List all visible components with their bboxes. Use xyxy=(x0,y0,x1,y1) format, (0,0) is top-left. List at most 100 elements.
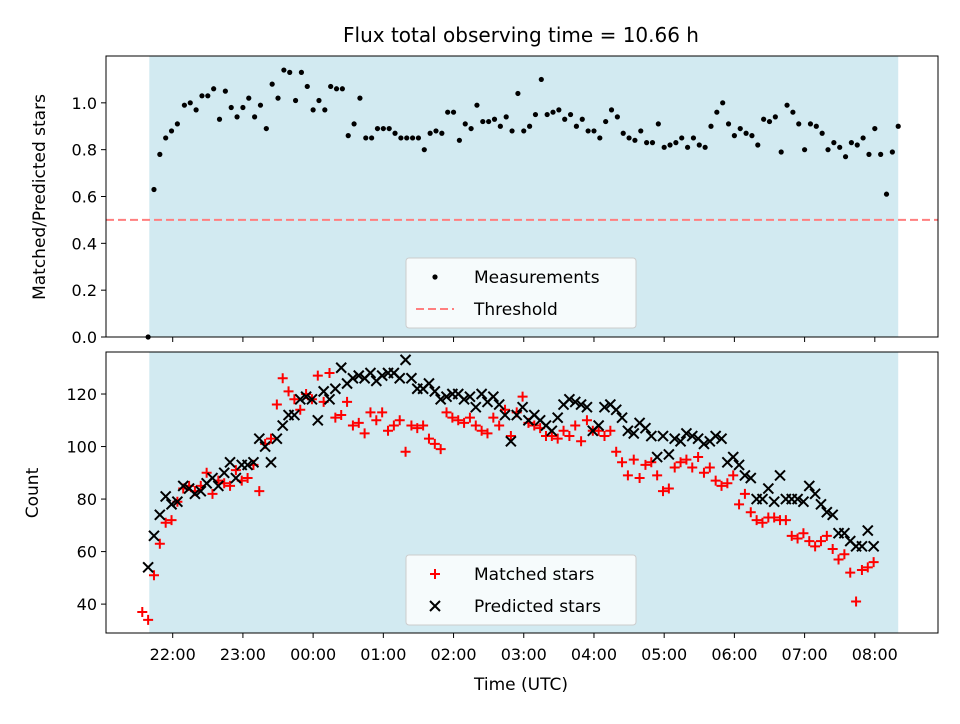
legend-marker-predicted xyxy=(429,600,441,612)
measurement-point xyxy=(825,147,831,153)
predicted-star-point xyxy=(581,401,593,413)
matched-star-point xyxy=(371,415,382,426)
matched-star-point xyxy=(628,454,639,465)
y-tick-label: 0.6 xyxy=(72,188,97,207)
measurement-point xyxy=(731,133,737,139)
x-tick-label: 08:00 xyxy=(852,645,898,664)
axes-frame xyxy=(105,55,939,338)
y-tick-label: 60 xyxy=(77,543,97,562)
predicted-star-point xyxy=(300,390,312,403)
measurement-point xyxy=(450,109,457,115)
measurement-point xyxy=(252,114,258,120)
measurement-point xyxy=(257,102,264,108)
measurement-point xyxy=(415,135,422,141)
measurement-point xyxy=(486,118,492,125)
matched-star-point xyxy=(593,425,604,436)
measurement-point xyxy=(895,123,901,129)
matched-star-point xyxy=(769,512,780,523)
predicted-star-point xyxy=(259,440,271,453)
matched-star-point xyxy=(839,549,850,560)
predicted-star-point xyxy=(651,451,663,463)
measurement-point xyxy=(761,116,767,122)
measurement-point xyxy=(638,128,644,134)
matched-star-point xyxy=(652,470,663,481)
predicted-star-point xyxy=(317,385,330,398)
measurement-point xyxy=(187,100,193,106)
predicted-star-point xyxy=(774,469,786,482)
matched-star-point xyxy=(617,457,628,468)
legend-label: Threshold xyxy=(473,300,558,320)
predicted-star-point xyxy=(745,472,757,484)
legend-label: Matched stars xyxy=(474,565,594,585)
legend-label: Measurements xyxy=(474,268,600,288)
measurement-point xyxy=(263,125,269,132)
measurement-point xyxy=(603,118,609,125)
measurement-point xyxy=(720,100,726,106)
predicted-star-point xyxy=(680,427,693,440)
measurement-point xyxy=(544,111,550,118)
matched-star-point xyxy=(412,423,423,434)
measurement-point xyxy=(521,128,527,134)
predicted-star-point xyxy=(212,480,225,492)
matched-star-point xyxy=(482,428,493,439)
legend-box xyxy=(405,554,637,626)
measurement-point xyxy=(246,95,252,101)
predicted-star-point xyxy=(733,459,745,471)
measurement-point xyxy=(298,69,305,75)
measurement-point xyxy=(216,116,223,122)
measurement-point xyxy=(199,93,205,99)
measurement-point xyxy=(801,147,808,153)
measurement-point xyxy=(878,151,884,157)
measurement-point xyxy=(345,133,351,139)
matched-star-point xyxy=(470,420,481,431)
matched-star-point xyxy=(283,386,294,397)
predicted-star-point xyxy=(347,372,359,384)
measurement-point xyxy=(228,104,234,111)
measurement-point xyxy=(679,135,685,141)
legend: Measurements Threshold xyxy=(405,257,637,329)
matched-star-point xyxy=(734,499,745,510)
matched-star-point xyxy=(681,454,692,465)
matched-star-point xyxy=(488,412,499,423)
measurement-point xyxy=(503,114,509,120)
measurement-point xyxy=(181,102,188,108)
measurement-point xyxy=(766,118,773,125)
measurement-point xyxy=(527,123,533,129)
measurement-point xyxy=(409,135,416,141)
measurement-point xyxy=(386,125,392,132)
matched-star-point xyxy=(663,483,674,494)
measurement-point xyxy=(556,107,562,113)
measurement-point xyxy=(608,107,615,113)
measurement-point xyxy=(708,123,714,129)
measurement-point xyxy=(866,151,872,157)
legend-marker-measurements xyxy=(432,274,438,280)
measurement-point xyxy=(392,130,398,136)
measurement-point xyxy=(883,191,890,197)
predicted-star-point xyxy=(639,422,652,434)
matched-star-point xyxy=(453,415,464,426)
predicted-star-point xyxy=(569,396,581,408)
measurement-point xyxy=(860,135,866,141)
predicted-star-point xyxy=(622,425,634,437)
measurement-point xyxy=(211,86,217,92)
matched-star-point xyxy=(359,428,370,439)
measurement-point xyxy=(328,83,334,90)
matched-star-point xyxy=(441,407,452,418)
legend-box xyxy=(405,257,637,329)
measurement-point xyxy=(796,121,802,127)
predicted-star-point xyxy=(429,385,441,398)
predicted-star-point xyxy=(511,409,523,421)
measurement-point xyxy=(597,135,603,141)
measurement-point xyxy=(550,109,556,115)
measurement-point xyxy=(339,86,345,92)
legend-marker-matched xyxy=(430,569,440,579)
matched-star-point xyxy=(552,433,563,444)
matched-star-point xyxy=(599,431,610,442)
matched-star-point xyxy=(207,488,218,499)
measurement-point xyxy=(456,137,462,143)
matched-star-point xyxy=(529,420,540,431)
measurement-point xyxy=(562,116,568,122)
measurement-point xyxy=(222,88,228,94)
predicted-star-point xyxy=(247,456,260,469)
predicted-star-point xyxy=(645,430,658,442)
